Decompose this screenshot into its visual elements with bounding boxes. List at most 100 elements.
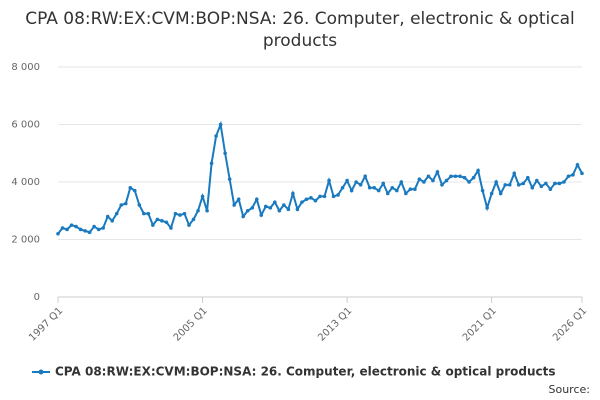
point: [580, 171, 584, 176]
point: [313, 198, 318, 203]
point: [119, 203, 124, 207]
x-tick-label: 1997 Q1: [27, 305, 65, 343]
point: [345, 178, 349, 183]
point: [571, 173, 575, 177]
point: [449, 174, 453, 179]
point: [196, 208, 200, 213]
point: [114, 211, 119, 216]
point: [331, 194, 336, 199]
point: [65, 227, 69, 232]
point: [453, 174, 458, 179]
y-tick-label: 0: [34, 292, 40, 303]
point: [521, 181, 526, 186]
point: [562, 180, 566, 184]
point: [164, 220, 169, 225]
point: [273, 200, 277, 204]
point: [205, 208, 209, 213]
point: [214, 134, 218, 138]
point: [539, 184, 544, 189]
point: [101, 226, 105, 230]
point: [426, 174, 431, 179]
point: [507, 183, 512, 187]
point: [87, 230, 92, 235]
point: [187, 223, 191, 227]
point: [223, 151, 227, 156]
point: [399, 180, 404, 184]
point: [96, 227, 101, 232]
line: [57, 120, 583, 235]
point: [553, 181, 557, 186]
x-tick-label: 2021 Q1: [461, 305, 499, 343]
point: [160, 219, 164, 223]
point: [322, 194, 327, 199]
point: [245, 208, 250, 213]
x-tick-label: 2026 Q1: [551, 305, 589, 343]
point: [358, 183, 363, 187]
point: [462, 175, 467, 180]
point: [431, 178, 435, 183]
point: [417, 177, 422, 181]
y-tick-label: 6 000: [11, 120, 40, 131]
point: [182, 211, 187, 216]
point: [83, 229, 87, 233]
point: [372, 185, 377, 190]
point: [435, 170, 440, 174]
point: [354, 180, 358, 184]
point: [259, 213, 264, 217]
point: [408, 187, 413, 191]
point: [209, 161, 214, 166]
point: [142, 211, 146, 216]
point: [575, 162, 580, 167]
point: [191, 217, 196, 222]
point: [525, 175, 530, 180]
point: [241, 214, 246, 219]
point: [413, 187, 417, 191]
point: [557, 181, 562, 186]
point: [516, 183, 521, 187]
point: [309, 196, 313, 200]
point: [173, 211, 178, 216]
point: [471, 175, 476, 180]
point: [548, 187, 553, 191]
point: [367, 185, 372, 190]
point: [286, 207, 291, 212]
point: [105, 214, 110, 219]
y-tick-label: 4 000: [11, 177, 40, 188]
point: [178, 213, 182, 217]
y-tick-label: 2 000: [11, 235, 40, 246]
x-tick-label: 2005 Q1: [172, 305, 210, 343]
point: [169, 226, 173, 230]
point: [146, 211, 151, 216]
point: [92, 224, 96, 229]
chart-title: CPA 08:RW:EX:CVM:BOP:NSA: 26. Computer, …: [25, 9, 575, 51]
point: [498, 191, 503, 196]
point: [69, 223, 74, 227]
point: [282, 203, 286, 207]
point: [512, 171, 517, 176]
point: [318, 194, 322, 199]
point: [336, 193, 340, 197]
point: [376, 188, 381, 193]
point: [227, 177, 232, 181]
source: Source:: [549, 383, 591, 396]
point: [530, 185, 535, 190]
point: [263, 204, 268, 209]
point: [467, 180, 471, 184]
point: [132, 188, 137, 193]
point: [535, 178, 539, 183]
point: [123, 201, 128, 206]
point: [394, 188, 399, 193]
point: [444, 178, 449, 183]
point: [232, 203, 236, 207]
point: [404, 191, 408, 196]
point: [390, 185, 395, 190]
point: [340, 185, 345, 190]
point: [485, 206, 489, 210]
point: [489, 191, 494, 196]
point: [200, 194, 205, 199]
point: [440, 183, 444, 187]
point: [277, 208, 282, 213]
point: [327, 178, 331, 183]
